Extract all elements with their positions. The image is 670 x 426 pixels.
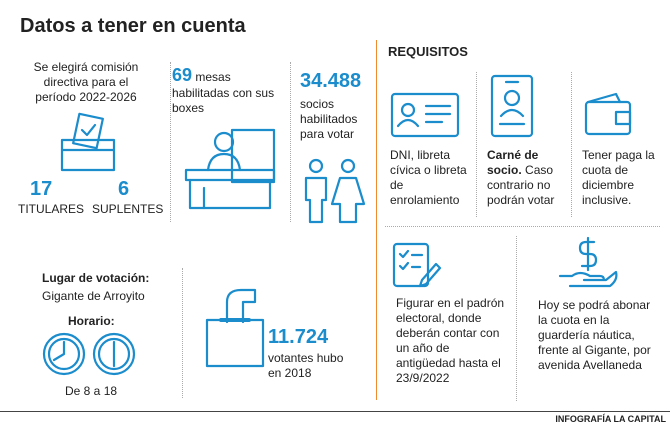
divider: [170, 62, 171, 222]
wallet-icon: [584, 92, 632, 136]
member-card-icon: [490, 74, 534, 138]
ballot-icon: [60, 112, 116, 172]
divider: [290, 62, 291, 222]
socios-number: 34.488: [300, 70, 362, 92]
people-icon: [304, 158, 366, 224]
req-3: Tener paga la cuota de diciembre inclusi…: [582, 148, 655, 207]
mesas-text: mesas habilitadas con sus boxes: [172, 70, 275, 115]
desk-icon: [184, 128, 276, 210]
bottom-rule: [0, 411, 670, 412]
req-1: DNI, libreta cívica o libreta de enrolam…: [390, 148, 467, 207]
lugar-place: Gigante de Arroyito: [42, 289, 145, 303]
vote-icon: [205, 288, 265, 368]
lugar-label: Lugar de votación:: [42, 271, 150, 285]
horario-label: Horario:: [68, 314, 115, 328]
titulares-label: TITULARES: [18, 202, 85, 216]
req-2-text: Caso contrario no podrán votar: [487, 163, 555, 207]
mesas-block: 69 mesas habilitadas con sus boxes: [172, 64, 284, 116]
req-4: Figurar en el padrón electoral, donde de…: [396, 296, 505, 385]
horario: De 8 a 18: [65, 384, 118, 398]
money-hand-icon: [558, 236, 618, 288]
clocks-icon: [42, 332, 136, 376]
id-card-icon: [390, 92, 460, 138]
divider: [182, 268, 183, 398]
socios-text: socios habilitados para votar: [300, 97, 358, 141]
titulares-number: 17: [30, 178, 53, 200]
credit: INFOGRAFÍA LA CAPITAL: [555, 414, 666, 424]
divider: [476, 72, 477, 217]
title: Datos a tener en cuenta: [20, 15, 246, 37]
checklist-icon: [392, 242, 442, 288]
votantes-number: 11.724: [268, 326, 329, 348]
divider: [516, 236, 517, 401]
mesas-number: 69: [172, 65, 193, 85]
divider: [385, 226, 660, 227]
req-2: Carné de socio. Caso contrario no podrán…: [487, 148, 569, 208]
divider: [571, 72, 572, 217]
votantes-text: votantes hubo en 2018: [268, 351, 344, 380]
comision-text: Se elegirá comisión directiva para el pe…: [33, 60, 139, 104]
suplentes-label: SUPLENTES: [92, 202, 164, 216]
req-2-bold: Carné de socio.: [487, 148, 539, 177]
requisitos-title: REQUISITOS: [388, 44, 468, 59]
suplentes-number: 6: [118, 178, 130, 200]
orange-divider: [376, 40, 377, 400]
req-5: Hoy se podrá abonar la cuota en la guard…: [538, 298, 651, 372]
